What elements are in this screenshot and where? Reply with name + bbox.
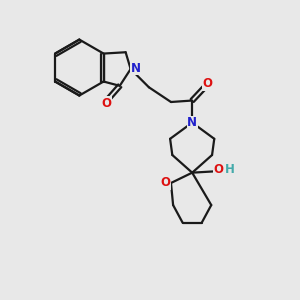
- Text: N: N: [131, 61, 141, 75]
- Text: O: O: [101, 97, 111, 110]
- Text: O: O: [214, 163, 224, 176]
- Text: N: N: [187, 116, 197, 129]
- Text: O: O: [203, 77, 213, 90]
- Text: H: H: [225, 163, 235, 176]
- Text: O: O: [161, 176, 171, 190]
